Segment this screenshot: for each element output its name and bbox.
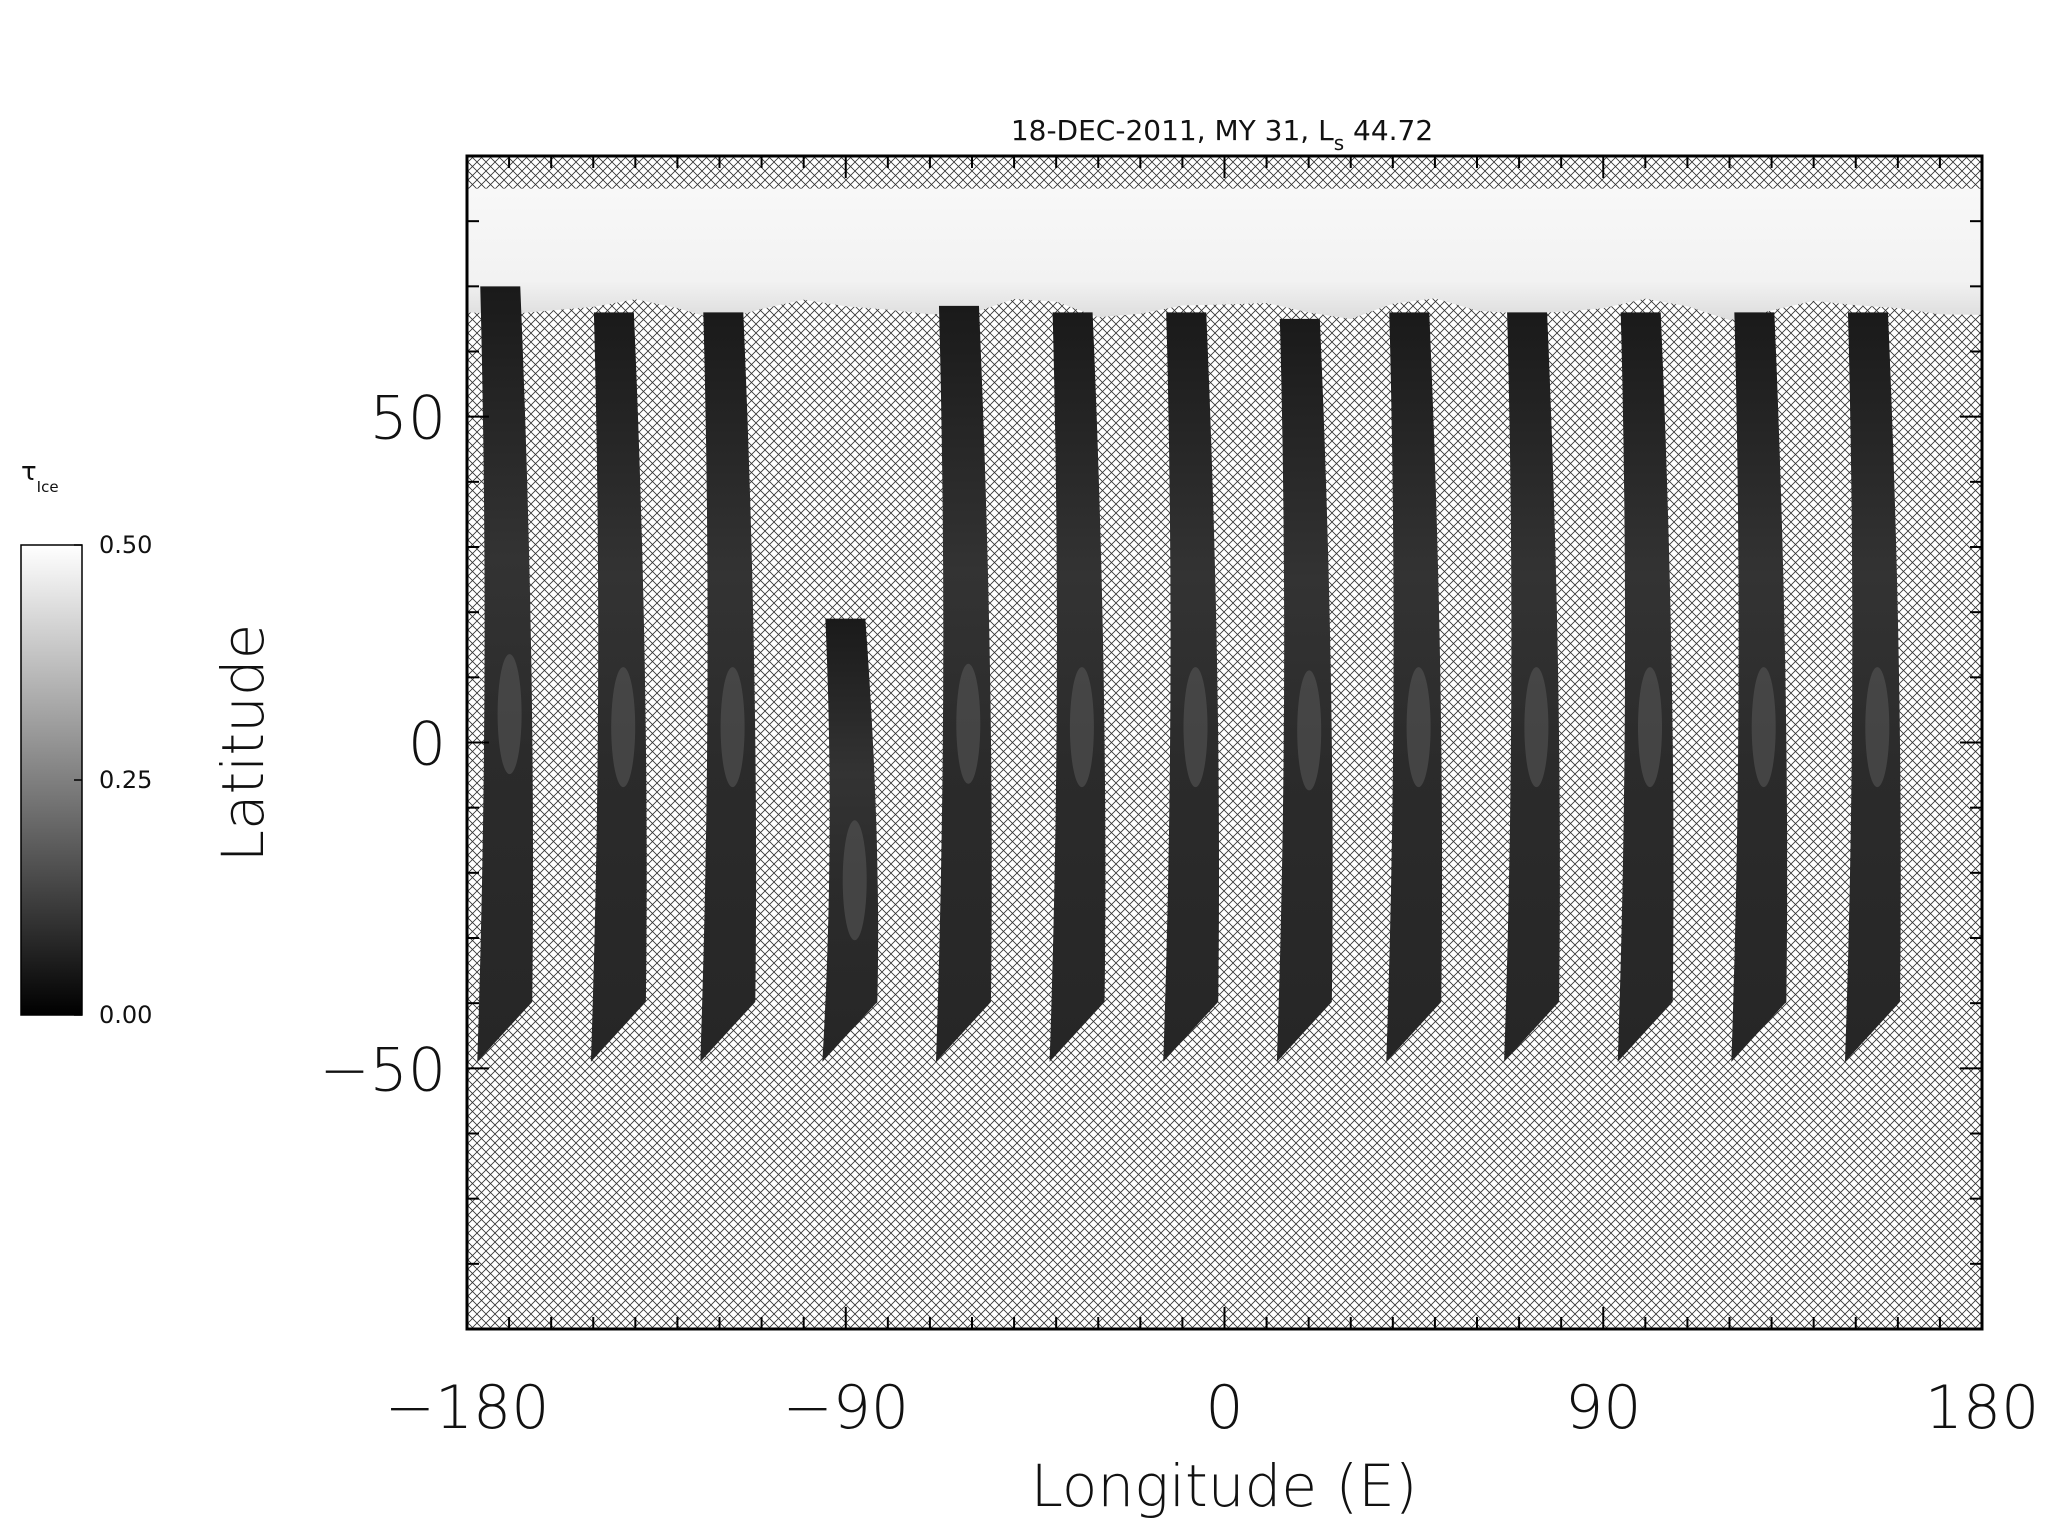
swath-haze-patch bbox=[720, 667, 745, 788]
colorbar-tick-label: 0.00 bbox=[99, 1001, 152, 1029]
swath-haze-patch bbox=[1297, 670, 1322, 791]
y-axis-label: Latitude bbox=[209, 624, 277, 863]
swath-haze-patch bbox=[1406, 667, 1431, 788]
y-axis: 50 0 −50 bbox=[319, 384, 446, 1106]
swath-haze-patch bbox=[497, 654, 522, 775]
swath-haze-patch bbox=[611, 667, 636, 788]
polar-ice-band bbox=[467, 188, 1982, 321]
colorbar-label-subscript: Ice bbox=[37, 478, 59, 496]
y-tick-label: 50 bbox=[370, 384, 446, 454]
colorbar-label-symbol: τ bbox=[21, 457, 37, 487]
x-tick-label: 180 bbox=[1925, 1373, 2040, 1443]
x-axis-label: Longitude (E) bbox=[1031, 1452, 1418, 1520]
colorbar-tick-label: 0.25 bbox=[99, 766, 152, 794]
colorbar-tick-label: 0.50 bbox=[99, 531, 152, 559]
x-tick-label: −180 bbox=[385, 1373, 550, 1443]
colorbar-gradient bbox=[20, 544, 83, 1016]
swath-haze-patch bbox=[842, 820, 867, 941]
swath-haze-patch bbox=[1638, 667, 1662, 788]
colorbar: τIce 0.50 0.25 0.00 bbox=[20, 457, 152, 1029]
colorbar-ticks: 0.50 0.25 0.00 bbox=[74, 531, 152, 1029]
swath-haze-patch bbox=[1751, 667, 1776, 788]
x-tick-label: 90 bbox=[1565, 1373, 1641, 1443]
swath-haze-patch bbox=[956, 663, 981, 784]
x-tick-label: −90 bbox=[782, 1373, 909, 1443]
data-layer bbox=[467, 188, 1982, 1062]
swath-haze-patch bbox=[1069, 667, 1094, 788]
title-subscript: s bbox=[1334, 131, 1344, 155]
plot-area bbox=[465, 154, 1984, 1331]
title-value: 44.72 bbox=[1344, 114, 1433, 147]
title-main: 18-DEC-2011, MY 31, L bbox=[1011, 114, 1334, 147]
chart-title: 18-DEC-2011, MY 31, Ls 44.72 bbox=[1011, 114, 1433, 155]
swath-haze-patch bbox=[1183, 667, 1208, 788]
colorbar-label: τIce bbox=[21, 457, 59, 496]
y-tick-label: −50 bbox=[319, 1035, 446, 1105]
swath-haze-patch bbox=[1524, 667, 1549, 788]
y-tick-label: 0 bbox=[408, 710, 446, 780]
minor-ticks bbox=[466, 155, 1983, 1330]
x-tick-label: 0 bbox=[1205, 1373, 1243, 1443]
x-axis: −180 −90 0 90 180 bbox=[385, 1373, 2040, 1443]
swath-haze-patch bbox=[1865, 667, 1890, 788]
